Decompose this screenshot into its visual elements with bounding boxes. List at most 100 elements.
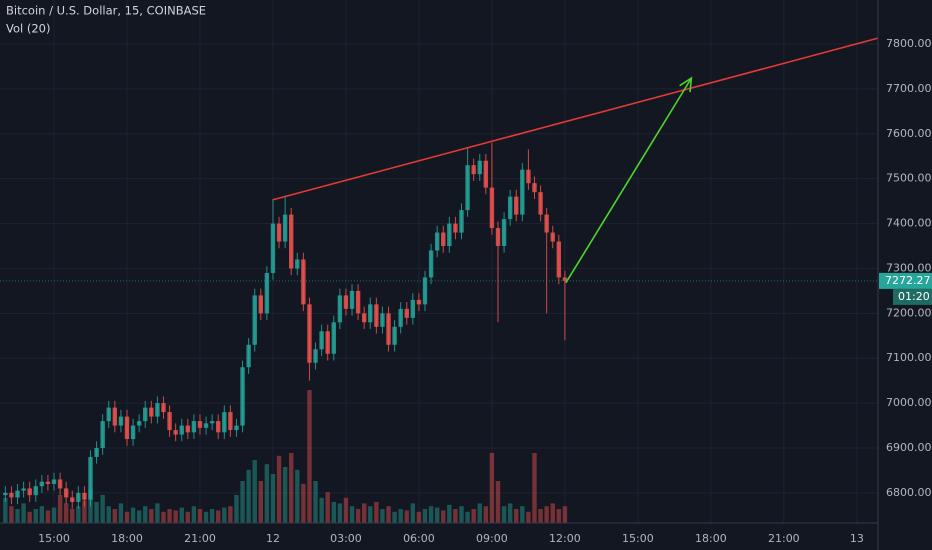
candle-body — [3, 492, 8, 496]
candle-body — [185, 425, 191, 433]
volume-bar — [258, 481, 263, 523]
volume-bar — [143, 506, 148, 523]
candle-body — [191, 421, 197, 433]
candle-body — [173, 430, 178, 435]
volume-bar — [337, 503, 343, 523]
volume-bar — [51, 507, 57, 523]
candle-body — [301, 259, 306, 305]
candle-body — [422, 277, 428, 305]
candle-body — [453, 223, 458, 233]
volume-bar — [368, 506, 373, 523]
candle-body — [313, 349, 318, 363]
candle-body — [76, 492, 81, 502]
x-tick-label: 06:00 — [403, 532, 435, 545]
volume-bar — [57, 495, 63, 523]
volume-bar — [410, 503, 416, 523]
y-tick-label: 7700.00 — [886, 82, 932, 95]
volume-bar — [33, 509, 38, 523]
volume-bar — [544, 506, 549, 523]
candle-body — [179, 425, 184, 435]
volume-bar — [489, 453, 495, 523]
candle-body — [161, 403, 166, 413]
volume-bar — [197, 509, 203, 523]
candle-body — [398, 308, 403, 327]
candle-body — [507, 196, 513, 220]
candle-body — [112, 407, 118, 426]
candle-body — [209, 421, 215, 424]
candle-body — [501, 219, 507, 247]
x-tick-label: 21:00 — [184, 532, 216, 545]
volume-bar — [471, 509, 476, 523]
volume-bar — [307, 390, 312, 523]
volume-bar — [319, 497, 324, 523]
candle-body — [544, 214, 549, 233]
candle-body — [258, 295, 263, 314]
volume-bar — [562, 506, 568, 523]
candle-body — [349, 290, 355, 309]
countdown-label: 01:20 — [898, 290, 930, 303]
volume-bar — [76, 506, 81, 523]
volume-bar — [130, 507, 136, 523]
candle-body — [88, 457, 93, 500]
volume-bar — [246, 469, 251, 523]
candle-body — [428, 250, 434, 278]
x-tick-label: 21:00 — [768, 532, 800, 545]
countdown-box — [893, 288, 932, 305]
candle-body — [471, 165, 476, 175]
volume-bar — [264, 464, 270, 523]
x-tick-label: 15:00 — [622, 532, 654, 545]
candle-body — [343, 295, 349, 309]
volume-bar — [301, 483, 306, 523]
volume-bar — [161, 511, 166, 523]
volume-bar — [173, 510, 178, 523]
x-tick-label: 03:00 — [330, 532, 362, 545]
candle-body — [252, 295, 257, 345]
volume-bar — [282, 467, 288, 523]
last-price-box — [879, 272, 932, 289]
candle-body — [550, 232, 555, 242]
volume-bar — [209, 509, 215, 523]
volume-bar — [179, 507, 184, 523]
volume-bar — [441, 510, 446, 523]
candle-body — [45, 481, 51, 484]
candle-body — [94, 448, 99, 458]
volume-bar — [15, 509, 20, 523]
candle-body — [532, 183, 537, 193]
volume-bar — [361, 503, 367, 523]
candle-body — [556, 241, 562, 278]
candle-body — [33, 486, 38, 496]
candle-body — [368, 304, 373, 323]
candle-body — [434, 232, 440, 251]
candle-body — [380, 313, 385, 327]
volume-bar — [355, 509, 361, 523]
volume-bar — [349, 506, 355, 523]
candle-body — [203, 423, 209, 428]
candle-body — [228, 412, 233, 431]
volume-bar — [331, 502, 336, 523]
candle-body — [361, 313, 367, 323]
candle-body — [70, 497, 75, 502]
volume-bar — [94, 502, 99, 523]
candle-body — [441, 232, 446, 247]
volume-bar — [112, 509, 118, 523]
volume-bar — [228, 506, 233, 523]
volume-bar — [155, 503, 160, 523]
candle-body — [264, 272, 270, 314]
candle-body — [155, 403, 160, 417]
volume-bar — [386, 506, 391, 523]
volume-bar — [538, 509, 543, 523]
volume-bar — [106, 506, 111, 523]
volume-bar — [70, 509, 75, 523]
volume-bar — [191, 506, 197, 523]
candle-body — [526, 169, 531, 184]
candle-body — [100, 421, 105, 449]
candle-body — [276, 223, 282, 242]
candle-body — [416, 299, 422, 305]
drawings — [0, 37, 879, 284]
volume-bar — [21, 503, 26, 523]
candle-body — [143, 407, 148, 422]
candle-body — [9, 492, 14, 498]
last-price-label: 7272.27 — [885, 274, 931, 287]
y-tick-label: 6800.00 — [886, 486, 932, 499]
candle-body — [197, 421, 203, 428]
